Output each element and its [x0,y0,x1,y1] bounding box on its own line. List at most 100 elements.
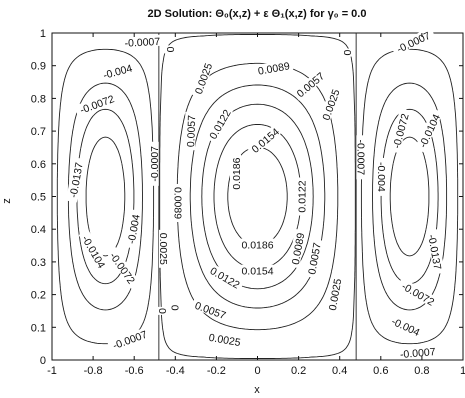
y-tick-label: 0.8 [31,93,46,105]
contour-label-text: -0.0072 [391,112,412,150]
contour-label-bg [414,108,444,153]
x-tick-label: 0.8 [414,365,429,377]
contour-label-bg [168,303,180,312]
chart-title: 2D Solution: Θ₀(x,z) + ε Θ₁(x,z) for γ₀ … [148,8,367,20]
contour-label-bg [120,34,165,48]
contour-label-bg [205,330,245,348]
contour-label-bg [74,90,120,117]
x-tick-label: -0.4 [166,365,185,377]
contour-label-bg [291,67,329,101]
contour-line [56,48,459,345]
contour-label-text: 0.0025 [157,233,169,265]
contour-label: 0.0025 [318,84,343,125]
contour-label-text: -0.0007 [111,329,149,353]
x-tick-label: 0 [254,365,260,377]
contour-label: -0.0007 [395,344,441,361]
contour-label-text: -0.0104 [417,112,443,149]
contour-label-bg [340,48,352,57]
contour-label: 0.0089 [253,58,294,78]
y-tick-label: 1 [40,28,46,40]
contour-label-text: 0.0122 [207,108,234,142]
contour-label-bg [230,154,241,193]
contour-label-text: -0.0072 [399,280,436,308]
contour-label-bg [184,111,197,151]
x-tick-label: -0.8 [84,365,103,377]
contour-line [76,108,439,285]
contour-label-bg [246,123,283,157]
contour-label-text: -0.0007 [124,36,160,50]
contour-label-bg [173,184,185,222]
y-tick-label: 0.1 [31,322,46,334]
contour-label: 0.0154 [238,264,277,278]
contour-label-bg [156,306,167,315]
contour-label-bg [426,229,445,275]
contour-label-text: 0 [165,46,177,52]
contour-label-text: 0.0089 [257,60,291,77]
contour-label-text: 0.0057 [306,242,323,276]
contour-label-bg [191,58,215,99]
contour-label: 0.0186 [238,238,277,252]
contour-label: -0.0072 [388,108,412,154]
contour-label-bg [390,27,436,56]
contour-label-bg [97,60,138,81]
contour-label: -0.004 [386,312,426,339]
contour-label: -0.004 [124,209,143,249]
contour-label: -0.004 [97,60,138,82]
contour-label-text: -0.004 [102,63,134,82]
contour-label-text: 0.0025 [327,278,344,312]
contour-label-bg [376,157,388,196]
x-tick-label: 0.2 [291,365,306,377]
y-tick-label: 0.4 [31,224,46,236]
contour-label-text: 0.0089 [171,187,183,219]
contour-label-bg [107,326,153,352]
x-tick-label: -0.2 [207,365,226,377]
contour-label-text: 0.0154 [250,126,282,156]
contour-label-bg [253,58,294,77]
contour-label-bg [164,45,176,54]
contour-label: 0 [156,306,169,315]
contour-label: 0 [340,48,354,57]
contour-label-bg [386,312,426,339]
contour-label-text: -0.0007 [354,139,366,175]
x-tick-label: 0.4 [332,365,347,377]
contour-label-bg [304,238,323,279]
contour-label: 0.0186 [230,154,243,193]
contour-label: 0.0025 [325,274,344,315]
contour-label-bg [395,344,441,360]
contour-label-bg [159,229,170,268]
y-tick-label: 0.9 [31,61,46,73]
contour-label-text: 0.0025 [320,88,342,122]
contour-label-text: 0.0089 [290,232,307,266]
y-tick-label: 0.3 [31,257,46,269]
x-tick-label: -1 [47,365,57,377]
contour-label-text: 0 [169,305,181,311]
y-tick-label: 0.6 [31,159,46,171]
y-axis: 0 0.1 0.2 0.3 0.4 0.5 0.6 0.7 0.8 0.9 1 [31,28,463,367]
y-axis-label: z [1,198,13,204]
contour-label-text: -0.0007 [400,346,437,361]
contour-label-text: 0.0057 [185,115,198,148]
contour-label: 0.0025 [205,330,245,349]
contour-label-bg [238,238,277,250]
contour-label-bg [147,141,159,186]
contour-label-bg [288,228,306,269]
contour-label-bg [106,246,141,289]
contour-label: 0.0154 [246,123,283,157]
contour-label-text: 0.0122 [297,180,309,212]
plot-area: -0.0007-0.004-0.0072-0.0137-0.0104 -0.007… [51,27,464,361]
x-tick-label: 1 [460,365,465,377]
contour-label-text: -0.0137 [68,161,86,198]
contour-label-text: 0.0057 [193,300,227,322]
contour-label-text: -0.0104 [79,234,107,271]
contour-label-text: 0.0186 [231,157,243,189]
contour-label-text: 0 [342,50,354,56]
contour-label-bg [238,264,277,276]
contour-label: -0.0072 [396,277,441,310]
contour-lines [56,33,459,360]
contour-label: 0.0089 [288,228,307,269]
contour-label-bg [78,229,111,274]
contour-label-text: 0.0186 [241,240,273,252]
contour-label: 0.0025 [191,58,215,99]
contour-label: 0.0025 [157,229,170,268]
x-tick-label: 0.6 [373,365,388,377]
